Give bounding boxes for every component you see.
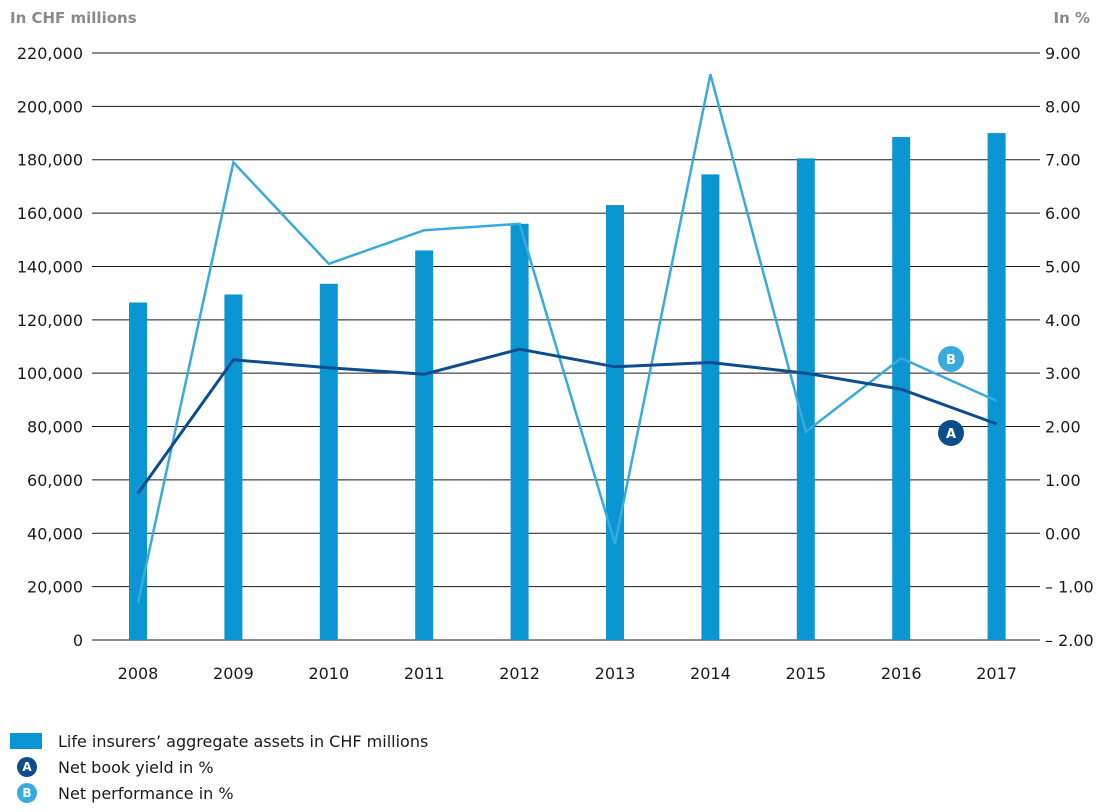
category-label: 2015 xyxy=(785,664,826,683)
bar xyxy=(987,133,1006,640)
left-tick-label: 160,000 xyxy=(17,204,83,223)
bar xyxy=(224,294,243,640)
right-tick-label: 7.00 xyxy=(1045,151,1081,170)
right-axis-unit: In % xyxy=(1053,9,1090,27)
right-tick-label: 5.00 xyxy=(1045,257,1081,276)
legend-marker-b: B xyxy=(17,783,37,803)
right-tick-label: 0.00 xyxy=(1045,524,1081,543)
legend-label-net-book-yield: Net book yield in % xyxy=(58,757,214,777)
series-line-a xyxy=(136,347,998,495)
category-label: 2013 xyxy=(595,664,636,683)
right-tick-label: – 1.00 xyxy=(1045,578,1094,597)
legend-label-net-performance: Net performance in % xyxy=(58,783,234,803)
legend-item-assets: Life insurers’ aggregate assets in CHF m… xyxy=(10,728,428,754)
category-axis: 2008 2009 2010 2011 2012 2013 2014 2015 2016 2017 xyxy=(118,664,1017,683)
legend-bar-swatch xyxy=(10,733,42,749)
legend-item-net-performance: B Net performance in % xyxy=(10,780,428,806)
legend-item-net-book-yield: A Net book yield in % xyxy=(10,754,428,780)
right-tick-label: 6.00 xyxy=(1045,204,1081,223)
bar xyxy=(701,174,720,640)
bar-series xyxy=(129,133,1006,641)
left-tick-label: 0 xyxy=(73,631,83,650)
left-tick-label: 40,000 xyxy=(27,524,83,543)
series-marker-b xyxy=(938,346,964,372)
legend: Life insurers’ aggregate assets in CHF m… xyxy=(10,728,428,806)
right-tick-label: 9.00 xyxy=(1045,44,1081,63)
left-tick-label: 100,000 xyxy=(17,364,83,383)
right-tick-label: 3.00 xyxy=(1045,364,1081,383)
left-axis-ticks: 220,000 200,000 180,000 160,000 140,000 120,0… xyxy=(17,44,83,650)
left-tick-label: 60,000 xyxy=(27,471,83,490)
left-tick-label: 180,000 xyxy=(17,151,83,170)
left-tick-label: 140,000 xyxy=(17,257,83,276)
category-label: 2017 xyxy=(976,664,1017,683)
bar xyxy=(319,283,338,640)
left-tick-label: 80,000 xyxy=(27,418,83,437)
series-markers: AB xyxy=(938,346,964,446)
category-label: 2009 xyxy=(213,664,254,683)
right-axis-ticks: 9.00 8.00 7.00 6.00 5.00 4.00 3.00 2.00 1.00 0.00… xyxy=(1045,44,1094,650)
left-axis-unit: In CHF millions xyxy=(10,9,137,27)
category-label: 2011 xyxy=(404,664,445,683)
category-label: 2008 xyxy=(118,664,159,683)
right-tick-label: 4.00 xyxy=(1045,311,1081,330)
legend-marker-a: A xyxy=(17,757,37,777)
left-tick-label: 120,000 xyxy=(17,311,83,330)
right-tick-label: 8.00 xyxy=(1045,97,1081,116)
series-marker-letter: A xyxy=(946,427,956,442)
left-tick-label: 20,000 xyxy=(27,578,83,597)
category-label: 2012 xyxy=(499,664,540,683)
line-series xyxy=(136,73,998,603)
category-label: 2010 xyxy=(308,664,349,683)
bar xyxy=(415,250,434,641)
legend-label-assets: Life insurers’ aggregate assets in CHF m… xyxy=(58,731,429,751)
left-tick-label: 220,000 xyxy=(17,44,83,63)
series-marker-a xyxy=(938,420,964,446)
bar xyxy=(129,302,147,640)
left-tick-label: 200,000 xyxy=(17,97,83,116)
right-tick-label: – 2.00 xyxy=(1045,631,1094,650)
series-line-b xyxy=(136,73,998,603)
category-label: 2014 xyxy=(690,664,731,683)
series-marker-letter: B xyxy=(946,353,956,368)
bar xyxy=(606,205,624,640)
bar xyxy=(510,223,529,640)
chart: In CHF millions In % 220,000 200,000 180,0… xyxy=(10,9,1094,683)
right-tick-label: 1.00 xyxy=(1045,471,1081,490)
bar xyxy=(796,158,815,640)
right-tick-label: 2.00 xyxy=(1045,418,1081,437)
gridlines xyxy=(92,52,1040,641)
category-label: 2016 xyxy=(881,664,922,683)
